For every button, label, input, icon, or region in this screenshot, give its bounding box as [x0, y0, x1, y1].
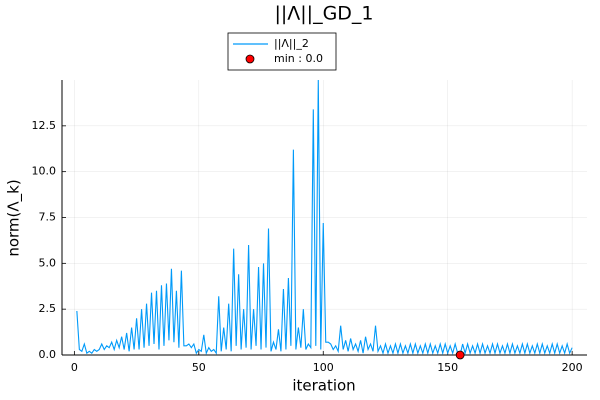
- y-tick-label: 0.0: [39, 348, 57, 361]
- x-tick-label: 0: [71, 361, 78, 374]
- y-tick-label: 2.5: [39, 302, 57, 315]
- legend-label: ||Λ||_2: [274, 37, 309, 50]
- legend-box: [227, 32, 337, 71]
- x-tick-label: 50: [192, 361, 206, 374]
- x-tick-label: 150: [437, 361, 458, 374]
- legend-label: min : 0.0: [274, 52, 323, 65]
- y-tick-label: 12.5: [32, 119, 57, 132]
- y-tick-label: 10.0: [32, 165, 57, 178]
- x-tick-label: 100: [313, 361, 334, 374]
- y-tick-label: 5.0: [39, 256, 57, 269]
- chart-title: ||Λ||_GD_1: [274, 3, 373, 25]
- min-point: [455, 350, 465, 360]
- y-axis-label: norm(Λ_k): [5, 179, 24, 256]
- y-tick-label: 7.5: [39, 211, 57, 224]
- x-axis-label: iteration: [292, 377, 355, 395]
- legend-marker: [245, 54, 255, 64]
- x-tick-label: 200: [562, 361, 583, 374]
- data-line: [76, 79, 573, 356]
